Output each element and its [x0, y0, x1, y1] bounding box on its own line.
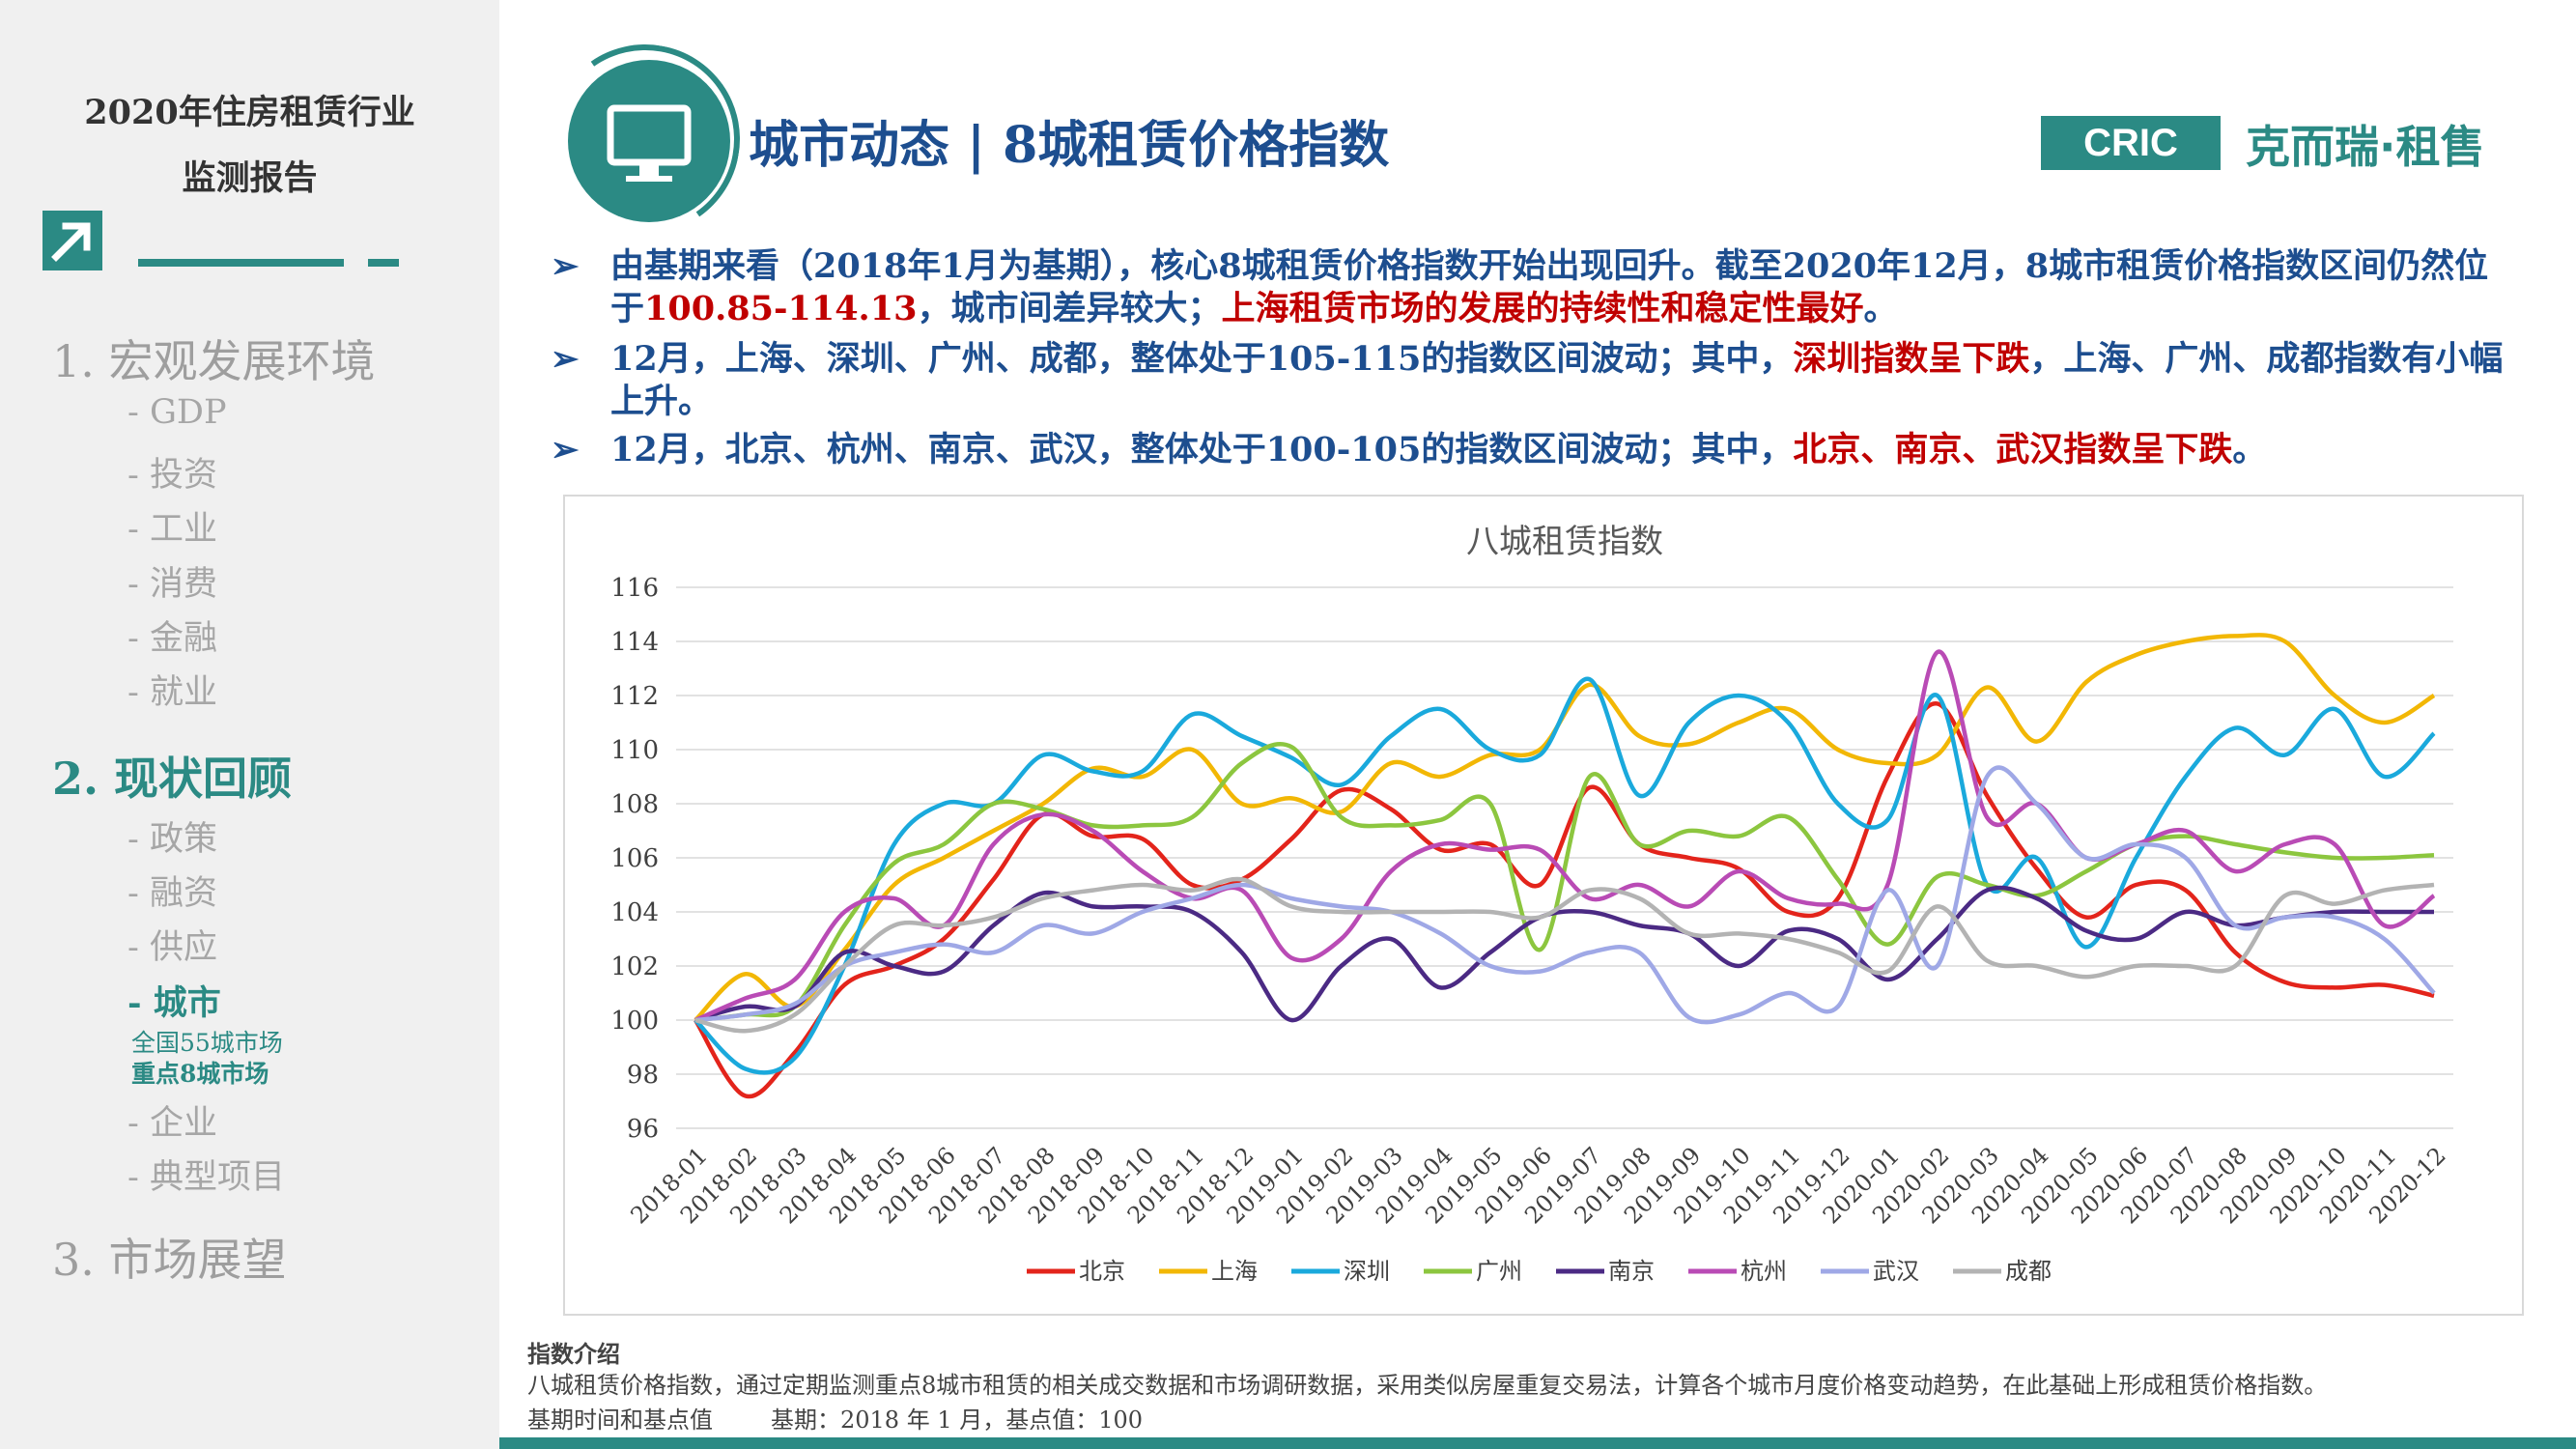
nav-item-gdp[interactable]: - GDP — [127, 393, 227, 432]
legend-label: 深圳 — [1344, 1258, 1390, 1285]
y-tick-label: 96 — [627, 1115, 659, 1144]
bullet-text: ，城市间差异较大； — [917, 289, 1222, 328]
cric-logo: CRIC — [2041, 116, 2221, 170]
nav-item-consumption[interactable]: - 消费 — [127, 565, 217, 604]
nav-section-macro[interactable]: 1. 宏观发展环境 — [52, 335, 376, 387]
bullet-highlight: 100.85-114.13 — [644, 289, 918, 328]
nav-item-supply[interactable]: - 供应 — [127, 928, 217, 967]
y-tick-label: 104 — [610, 898, 659, 927]
nav-section-outlook[interactable]: 3. 市场展望 — [52, 1234, 287, 1286]
header-badge — [568, 60, 730, 222]
bullet-highlight: 上海租赁市场的发展的持续性和稳定性最好 — [1221, 289, 1864, 328]
legend-label: 成都 — [2005, 1258, 2052, 1285]
y-tick-label: 100 — [610, 1007, 659, 1036]
bullet-text: 12月，北京、杭州、南京、武汉，整体处于100-105的指数区间波动；其中， — [610, 430, 1794, 469]
divider-dash — [368, 259, 399, 267]
y-tick-label: 108 — [610, 790, 659, 819]
bullet-highlight: 北京、南京、武汉指数呈下跌 — [1793, 430, 2233, 469]
chart-container: 八城租赁指数 96 98 100 102 104 106 108 110 112 114 116 201… — [563, 495, 2524, 1316]
bullet-text: 12月，上海、深圳、广州、成都，整体处于105-115的指数区间波动；其中， — [610, 339, 1794, 379]
nav-item-enterprise[interactable]: - 企业 — [127, 1104, 217, 1143]
nav-item-financing[interactable]: - 融资 — [127, 874, 217, 913]
monitor-icon — [607, 104, 692, 182]
bullet-1: ➢ 由基期来看（2018年1月为基期），核心8城租赁价格指数开始出现回升。截至2… — [551, 245, 2511, 330]
bullet-text: 。 — [2232, 430, 2267, 469]
nav-item-projects[interactable]: - 典型项目 — [127, 1158, 285, 1197]
series-line-0 — [694, 701, 2435, 1099]
nav-section-review[interactable]: 2. 现状回顾 — [52, 753, 293, 805]
bullet-marker: ➢ — [551, 339, 580, 379]
nav-item-employment[interactable]: - 就业 — [127, 673, 217, 712]
divider-line — [138, 259, 344, 267]
bullet-highlight: 深圳指数呈下跌 — [1793, 339, 2030, 379]
bullet-marker: ➢ — [551, 246, 580, 286]
bullet-text: 。 — [1863, 289, 1898, 328]
legend-label: 上海 — [1211, 1258, 1258, 1285]
bullet-text: ，上海、广州、成都指数有小幅上升。 — [610, 339, 2504, 421]
footer-base-value: 基期：2018 年 1 月，基点值：100 — [771, 1406, 1144, 1434]
nav-item-finance[interactable]: - 金融 — [127, 619, 217, 658]
bullet-3: ➢ 12月，北京、杭州、南京、武汉，整体处于100-105的指数区间波动；其中，… — [551, 429, 2511, 471]
nav-subitem-8-cities[interactable]: 重点8城市场 — [131, 1060, 269, 1088]
line-chart: 八城租赁指数9698100102104106108110112114116201… — [610, 523, 2453, 1285]
nav-item-industry[interactable]: - 工业 — [127, 510, 217, 549]
y-tick-label: 116 — [610, 574, 659, 603]
bullet-marker: ➢ — [551, 430, 580, 469]
sidebar: 2020年住房租赁行业 监测报告 1. 宏观发展环境 - GDP - 投资 - … — [0, 0, 499, 1449]
y-tick-label: 106 — [610, 844, 659, 873]
nav-item-investment[interactable]: - 投资 — [127, 456, 217, 495]
report-title-line1: 2020年住房租赁行业 — [84, 93, 415, 132]
legend-label: 武汉 — [1873, 1258, 1919, 1285]
footer-heading: 指数介绍 — [527, 1340, 620, 1368]
footer-base-label: 基期时间和基点值 — [527, 1406, 713, 1434]
y-tick-label: 98 — [627, 1061, 659, 1090]
y-tick-label: 102 — [610, 952, 659, 981]
legend-label: 南京 — [1608, 1258, 1655, 1285]
legend-label: 杭州 — [1741, 1258, 1787, 1285]
page-title: 城市动态 | 8城租赁价格指数 — [749, 116, 1390, 175]
legend-label: 广州 — [1476, 1258, 1522, 1285]
bullet-2: ➢ 12月，上海、深圳、广州、成都，整体处于105-115的指数区间波动；其中，… — [551, 338, 2511, 423]
nav-subitem-55-cities[interactable]: 全国55城市场 — [131, 1029, 283, 1057]
legend-label: 北京 — [1079, 1258, 1125, 1285]
nav-item-city[interactable]: - 城市 — [127, 983, 221, 1023]
bullet-text: 由基期来看（2018年1月为基期），核心8城租赁价格指数开始出现回升。截至202… — [610, 246, 2489, 328]
y-tick-label: 112 — [610, 682, 659, 711]
chart-title: 八城租赁指数 — [1466, 523, 1663, 561]
brand-name: 克而瑞·租售 — [2246, 121, 2485, 173]
series-line-6 — [694, 765, 2436, 1025]
arrow-icon — [42, 211, 102, 270]
bottom-bar — [499, 1437, 2576, 1449]
report-title-line2: 监测报告 — [182, 158, 318, 198]
y-tick-label: 110 — [610, 736, 659, 765]
footer-text: 八城租赁价格指数，通过定期监测重点8城市租赁的相关成交数据和市场调研数据，采用类… — [527, 1372, 2328, 1399]
series-line-7 — [694, 876, 2435, 1034]
y-tick-label: 114 — [610, 628, 659, 657]
nav-item-policy[interactable]: - 政策 — [127, 820, 217, 859]
